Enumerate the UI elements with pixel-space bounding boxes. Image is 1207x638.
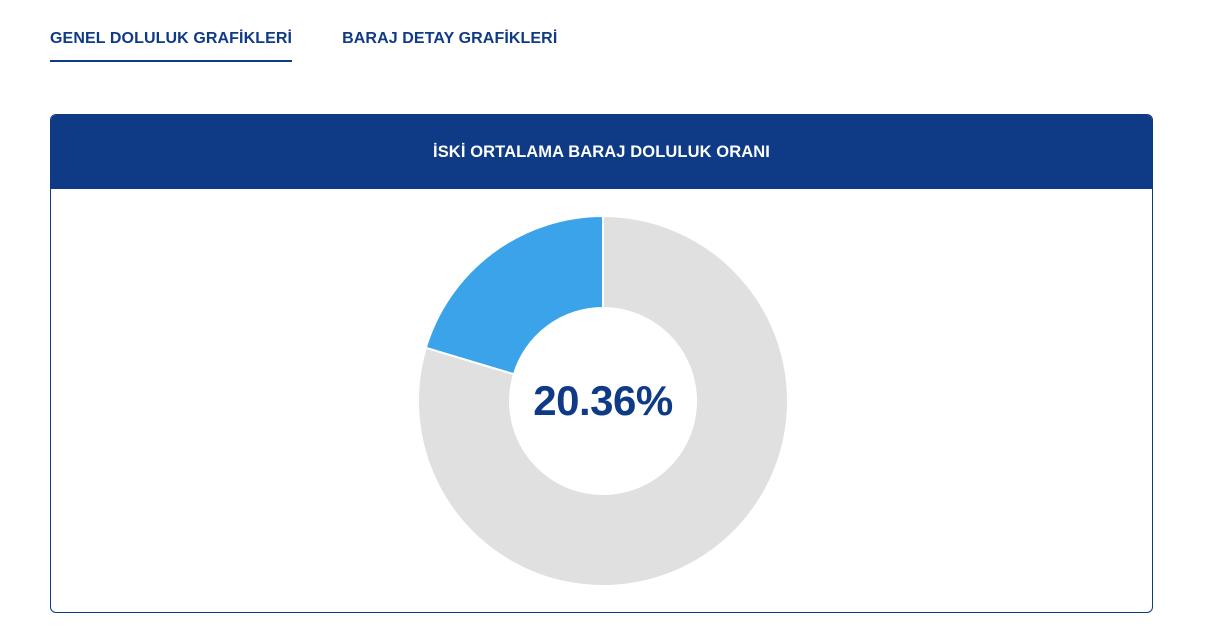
card-title: İSKİ ORTALAMA BARAJ DOLULUK ORANI bbox=[51, 115, 1152, 189]
donut-slice-filled[interactable] bbox=[424, 215, 604, 376]
center-percentage-label: 20.36% bbox=[533, 377, 673, 424]
donut-slice-empty[interactable] bbox=[417, 215, 789, 587]
chart-card: İSKİ ORTALAMA BARAJ DOLULUK ORANI 20.36% bbox=[50, 114, 1153, 613]
tab-baraj-detay[interactable]: BARAJ DETAY GRAFİKLERİ bbox=[342, 30, 558, 47]
donut-chart bbox=[417, 215, 789, 587]
tab-bar: GENEL DOLULUK GRAFİKLERİ BARAJ DETAY GRA… bbox=[50, 30, 557, 62]
tab-genel-doluluk[interactable]: GENEL DOLULUK GRAFİKLERİ bbox=[50, 30, 293, 62]
chart-area: 20.36% bbox=[51, 189, 1152, 612]
